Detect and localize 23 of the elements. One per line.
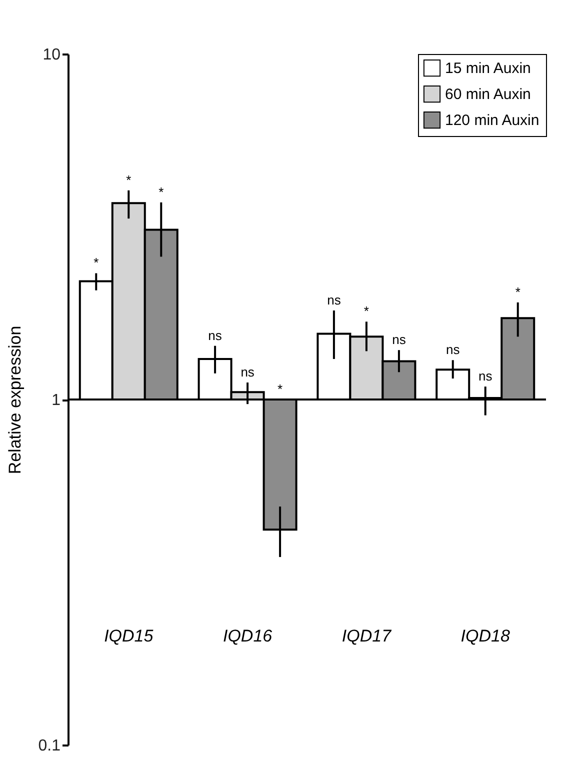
legend-label: 60 min Auxin [445,86,531,103]
data-label: ns [446,342,460,358]
x-tick-label: IQD16 [222,626,273,646]
data-label: * [126,172,132,188]
data-label: ns [478,368,493,384]
y-tick-label: 0.1 [38,738,61,754]
y-tick-label: 1 [52,392,61,409]
y-axis-title: Relative expression [5,326,24,474]
legend-label: 15 min Auxin [445,60,531,77]
data-label: * [515,284,520,300]
legend-label: 120 min Auxin [445,112,540,129]
x-tick-label: IQD15 [104,626,154,646]
data-label: * [364,304,369,319]
data-label: * [94,255,99,270]
x-tick-label: IQD17 [342,626,392,646]
data-label: * [158,184,164,200]
data-label: ns [327,292,342,308]
y-tick-label: 10 [42,46,61,64]
data-label: ns [392,332,406,348]
data-label: * [278,382,283,396]
data-label: ns [240,364,255,380]
data-label: ns [208,328,222,343]
x-tick-label: IQD18 [460,626,510,646]
